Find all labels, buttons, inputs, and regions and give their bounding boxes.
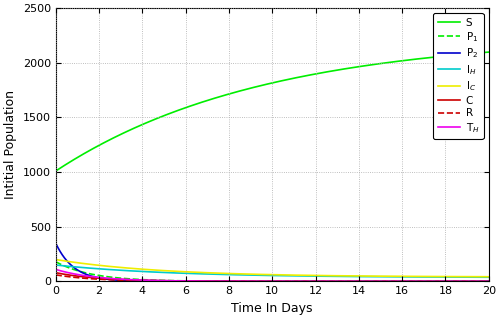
T$_H$	[430, 279, 436, 283]
C	[219, 279, 225, 283]
C	[486, 279, 492, 283]
I$_C$	[102, 264, 108, 268]
P$_1$	[102, 274, 108, 278]
P$_2$	[219, 279, 225, 283]
I$_H$	[219, 272, 225, 276]
Line: P$_1$: P$_1$	[56, 262, 489, 281]
R	[430, 279, 436, 283]
I$_H$	[238, 273, 244, 277]
T$_H$	[478, 279, 484, 283]
P$_1$	[128, 277, 134, 281]
Line: S: S	[56, 52, 489, 171]
C	[478, 279, 484, 283]
C	[102, 277, 108, 280]
S	[52, 169, 59, 173]
S	[478, 51, 484, 55]
P$_1$	[219, 279, 225, 283]
I$_H$	[478, 275, 484, 279]
I$_C$	[238, 272, 244, 276]
I$_C$	[128, 266, 134, 270]
I$_C$	[486, 275, 492, 278]
C	[128, 278, 134, 282]
T$_H$	[102, 276, 108, 280]
I$_C$	[219, 271, 225, 275]
P$_2$	[52, 241, 59, 245]
I$_H$	[102, 267, 108, 271]
P$_1$	[430, 279, 436, 283]
P$_2$	[102, 277, 108, 281]
Line: P$_2$: P$_2$	[56, 243, 489, 281]
S	[238, 89, 244, 93]
I$_H$	[52, 263, 59, 267]
R	[219, 279, 225, 283]
Line: C: C	[56, 273, 489, 281]
R	[478, 279, 484, 283]
P$_2$	[430, 279, 436, 283]
T$_H$	[486, 279, 492, 283]
Legend: S, P$_1$, P$_2$, I$_H$, I$_C$, C, R, T$_H$: S, P$_1$, P$_2$, I$_H$, I$_C$, C, R, T$_…	[434, 13, 484, 139]
I$_C$	[52, 258, 59, 262]
P$_1$	[486, 279, 492, 283]
T$_H$	[128, 278, 134, 282]
S	[486, 50, 492, 54]
C	[238, 279, 244, 283]
R	[238, 279, 244, 283]
P$_2$	[128, 279, 134, 283]
Y-axis label: Intitial Population: Intitial Population	[4, 90, 17, 199]
R	[486, 279, 492, 283]
T$_H$	[238, 279, 244, 283]
Line: R: R	[56, 275, 489, 281]
Line: I$_H$: I$_H$	[56, 265, 489, 277]
P$_2$	[486, 279, 492, 283]
I$_C$	[430, 275, 436, 278]
I$_C$	[478, 275, 484, 278]
T$_H$	[219, 279, 225, 283]
S	[128, 128, 134, 131]
Line: I$_C$: I$_C$	[56, 260, 489, 277]
S	[430, 55, 436, 59]
C	[430, 279, 436, 283]
C	[52, 271, 59, 275]
P$_2$	[238, 279, 244, 283]
I$_H$	[486, 275, 492, 279]
P$_1$	[52, 260, 59, 264]
S	[219, 94, 225, 98]
R	[52, 273, 59, 277]
I$_H$	[430, 275, 436, 279]
P$_2$	[478, 279, 484, 283]
I$_H$	[128, 269, 134, 273]
P$_1$	[238, 279, 244, 283]
P$_1$	[478, 279, 484, 283]
R	[102, 278, 108, 281]
T$_H$	[52, 267, 59, 271]
R	[128, 278, 134, 282]
Line: T$_H$: T$_H$	[56, 269, 489, 281]
X-axis label: Time In Days: Time In Days	[232, 302, 313, 315]
S	[102, 140, 108, 144]
